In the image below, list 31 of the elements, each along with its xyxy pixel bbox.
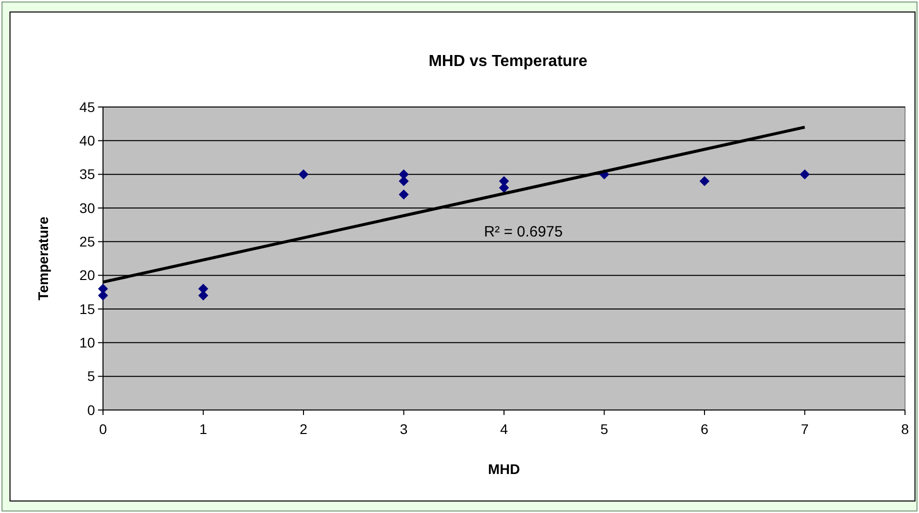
y-tick-label: 30 bbox=[79, 200, 96, 216]
y-tick-label: 0 bbox=[87, 402, 96, 418]
point bbox=[499, 182, 509, 193]
x-axis-title: MHD bbox=[488, 461, 520, 477]
y-tick-label: 40 bbox=[79, 132, 96, 149]
x-tick-label: 0 bbox=[99, 421, 108, 437]
x-tick-label: 6 bbox=[700, 421, 709, 437]
chart-title: MHD vs Temperature bbox=[428, 53, 588, 70]
x-tick-label: 7 bbox=[800, 421, 809, 437]
x-tick-label: 1 bbox=[199, 421, 208, 437]
point bbox=[198, 290, 208, 301]
x-tick-label: 4 bbox=[500, 421, 508, 437]
annotation: R² = 0.6975 bbox=[484, 224, 563, 241]
y-tick-label: 45 bbox=[79, 98, 96, 115]
y-tick-label: 5 bbox=[87, 368, 96, 384]
y-tick-label: 10 bbox=[79, 334, 96, 351]
x-tick-label: 5 bbox=[600, 421, 608, 437]
point bbox=[98, 290, 108, 301]
x-tick-label: 8 bbox=[901, 421, 910, 437]
point bbox=[398, 190, 409, 200]
point bbox=[298, 169, 308, 180]
y-tick-label: 35 bbox=[79, 166, 96, 182]
point bbox=[700, 176, 710, 186]
y-tick-label: 20 bbox=[79, 267, 96, 284]
y-tick-label: 25 bbox=[79, 234, 96, 250]
y-axis-title: Temperature bbox=[35, 216, 51, 300]
point bbox=[800, 169, 810, 180]
x-tick-label: 3 bbox=[400, 421, 408, 437]
point bbox=[398, 176, 409, 186]
y-tick-label: 15 bbox=[79, 300, 96, 317]
x-tick-label: 2 bbox=[300, 421, 308, 437]
